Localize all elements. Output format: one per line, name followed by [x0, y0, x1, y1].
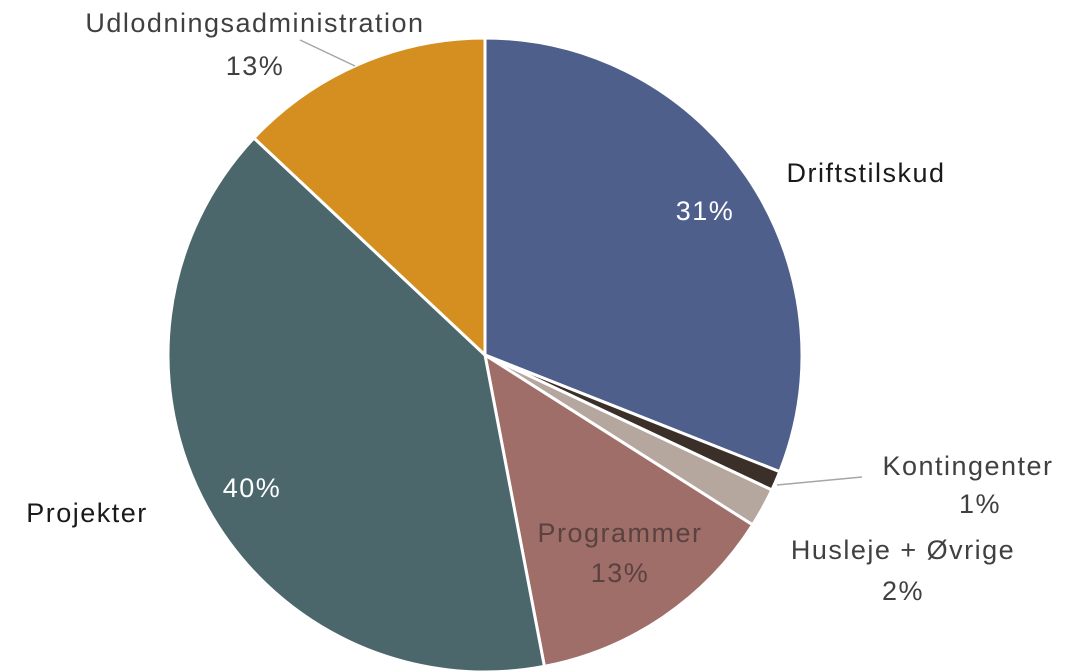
value-label: 13% [591, 558, 650, 588]
pie-slice [166, 135, 547, 671]
slice-label: Husleje + Øvrige [791, 535, 1015, 565]
pie-slice [482, 351, 755, 669]
value-label: 1% [959, 489, 1001, 519]
value-label: 2% [882, 576, 924, 606]
value-label: 13% [226, 51, 285, 81]
slice-label: Programmer [537, 518, 702, 548]
pie-slice [483, 36, 804, 474]
value-label: 31% [676, 196, 735, 226]
slice-label: Udlodningsadministration [85, 8, 424, 38]
slice-label: Driftstilskud [786, 158, 945, 188]
leader-line [299, 39, 356, 67]
leader-line [776, 476, 863, 486]
pie-slice [251, 36, 487, 359]
slice-label: Kontingenter [882, 451, 1053, 481]
slice-label: Projekter [26, 498, 148, 528]
value-label: 40% [223, 473, 282, 503]
